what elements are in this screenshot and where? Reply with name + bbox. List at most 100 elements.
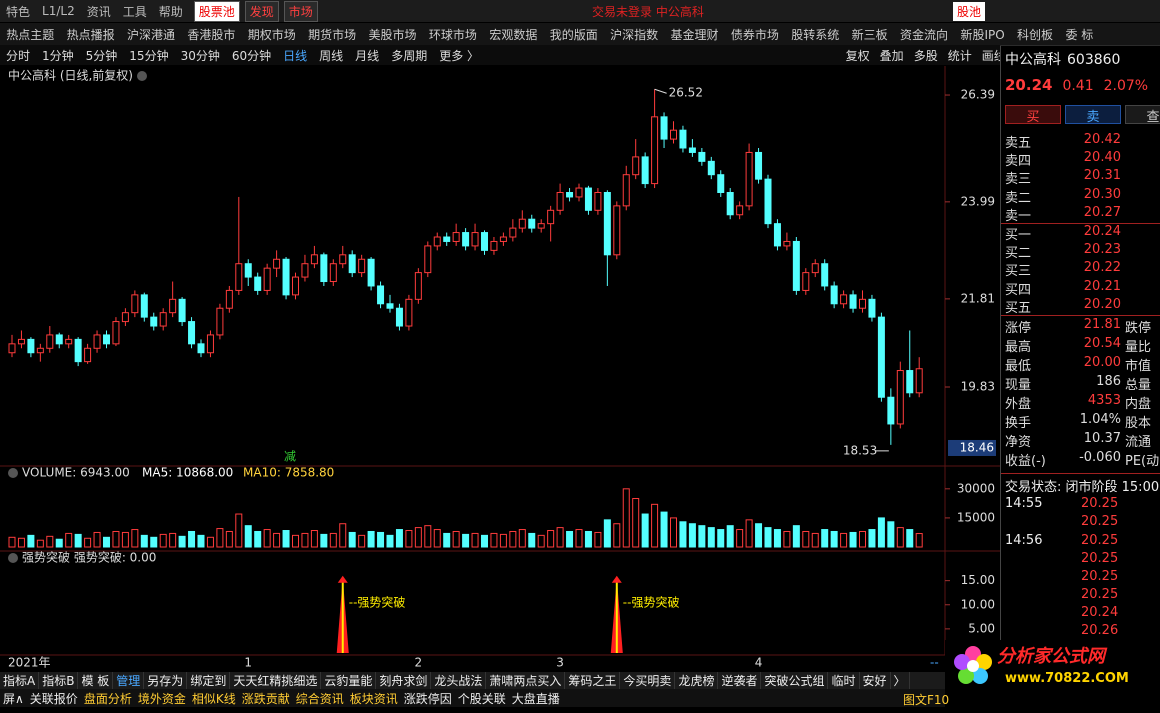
volume-bar (518, 529, 526, 548)
nav-item[interactable]: 沪深港通 (126, 27, 175, 42)
nav-item[interactable]: 香港股市 (187, 27, 236, 42)
nav-item[interactable]: 委 标 (1065, 27, 1094, 42)
period-tab[interactable]: 分时 (6, 48, 31, 63)
indicator-tab[interactable]: 指标B (39, 672, 79, 689)
nav-item[interactable]: 宏观数据 (489, 27, 538, 42)
indicator-tab[interactable]: 云豹量能 (321, 672, 377, 689)
trade-button[interactable]: 卖 (1065, 105, 1121, 125)
link-tab[interactable]: 综合资讯 (295, 691, 344, 706)
nav-item[interactable]: 新三板 (851, 27, 888, 42)
period-tab[interactable]: 月线 (355, 48, 380, 63)
nav-item[interactable]: 沪深指数 (610, 27, 659, 42)
nav-item[interactable]: 资金流向 (900, 27, 949, 42)
menu-button[interactable]: 市场 (283, 0, 318, 22)
menu-item[interactable]: 帮助 (158, 4, 183, 19)
tool-button[interactable]: 多股 (913, 48, 938, 63)
period-tab[interactable]: 1分钟 (42, 48, 74, 63)
period-tab[interactable]: 30分钟 (180, 48, 220, 63)
link-bar: 屏∧ 关联报价 盘面分析 境外资金 相似K线 涨跌贡献 综合资讯 板块资讯 涨跌停因 个股关联 大盘… (0, 689, 945, 707)
title-icon (137, 71, 147, 81)
candle-body (896, 370, 904, 425)
period-tab[interactable]: 周线 (319, 48, 344, 63)
period-tab[interactable]: 日线 (283, 48, 308, 63)
period-tab[interactable]: 5分钟 (85, 48, 118, 63)
stat-row: 最高 20.54 量比 (1005, 336, 1160, 355)
high-label: 26.52 (669, 86, 703, 100)
nav-item[interactable]: 股转系统 (791, 27, 840, 42)
nav-item[interactable]: 新股IPO (960, 27, 1005, 42)
indicator-tab[interactable]: 龙虎榜 (675, 672, 719, 689)
nav-item[interactable]: 我的版面 (549, 27, 598, 42)
link-tab[interactable]: 屏∧ (3, 691, 24, 706)
menu-item[interactable]: 特色 (6, 4, 31, 19)
link-tab[interactable]: 关联报价 (29, 691, 78, 706)
volume-bar (594, 531, 602, 548)
link-tab[interactable]: 大盘直播 (511, 691, 560, 706)
indicator-tab[interactable]: 天天红精挑细选 (230, 672, 322, 689)
nav-item[interactable]: 基金理财 (670, 27, 719, 42)
candle-body (679, 129, 687, 149)
x-tick-label: 3 (556, 656, 564, 670)
trade-button[interactable]: 买 (1005, 105, 1061, 125)
nav-item[interactable]: 热点主题 (6, 27, 55, 42)
trade-button[interactable]: 查 (1125, 105, 1160, 125)
indicator-tab[interactable]: 突破公式组 (761, 672, 829, 689)
link-tab[interactable]: 个股关联 (457, 691, 506, 706)
volume-bar (481, 534, 488, 548)
nav-item[interactable]: 环球市场 (428, 27, 477, 42)
menu-button[interactable]: 发现 (244, 0, 279, 22)
nav-item[interactable]: 期货市场 (308, 27, 357, 42)
y-tick-label: 26.39 (961, 88, 995, 102)
volume-bar (84, 537, 92, 548)
menu-button[interactable]: 股票池 (193, 0, 240, 22)
nav-item[interactable]: 期权市场 (247, 27, 296, 42)
indicator-tab[interactable]: 〉 (891, 672, 910, 689)
indicator-tab[interactable]: 另存为 (144, 672, 188, 689)
link-tab[interactable]: 涨跌停因 (403, 691, 452, 706)
period-tab[interactable]: 更多 〉 (439, 48, 480, 63)
period-tab[interactable]: 15分钟 (129, 48, 169, 63)
nav-item[interactable]: 债券市场 (730, 27, 779, 42)
indicator-tab[interactable]: 指标A (0, 672, 40, 689)
indicator-tab[interactable]: 安好 (860, 672, 891, 689)
link-tab[interactable]: 涨跌贡献 (241, 691, 290, 706)
indicator-tab[interactable]: 模 板 (78, 672, 114, 689)
nav-item[interactable]: 科创板 (1017, 27, 1054, 42)
indicator-tab[interactable]: 龙头战法 (431, 672, 487, 689)
indicator-tab[interactable]: 管理 (113, 672, 145, 689)
indicator-tab[interactable]: 筹码之王 (565, 672, 621, 689)
period-tab[interactable]: 多周期 (391, 48, 428, 63)
link-tab[interactable]: 板块资讯 (349, 691, 398, 706)
indicator-tab[interactable]: 临时 (828, 672, 860, 689)
indicator-tab[interactable]: 刻舟求剑 (376, 672, 432, 689)
tool-button[interactable]: 统计 (947, 48, 972, 63)
nav-item[interactable]: 美股市场 (368, 27, 417, 42)
link-tab[interactable]: 相似K线 (191, 691, 236, 706)
bid-row: 买一 20.24 (1005, 224, 1160, 243)
axis-button[interactable]: -- (930, 656, 939, 670)
candle-body (377, 285, 385, 305)
link-tab[interactable]: 境外资金 (137, 691, 186, 706)
tool-button[interactable]: 画线 (981, 48, 1006, 63)
link-tab[interactable]: 盘面分析 (83, 691, 132, 706)
pool-button[interactable]: 股池 (953, 2, 986, 21)
flag-label: 减 (284, 450, 296, 464)
menu-item[interactable]: 工具 (122, 4, 147, 19)
menu-item[interactable]: L1/L2 (42, 4, 75, 18)
volume-bar (566, 530, 574, 548)
nav-item[interactable]: 热点播报 (66, 27, 115, 42)
f10-button[interactable]: 图文F10 (903, 693, 950, 707)
menu-item[interactable]: 资讯 (86, 4, 111, 19)
row-value: 1.04% (1079, 412, 1121, 427)
period-tab[interactable]: 60分钟 (231, 48, 272, 63)
tool-button[interactable]: 叠加 (879, 48, 904, 63)
indicator-tab[interactable]: 逆袭者 (718, 672, 762, 689)
tool-button[interactable]: 复权 (845, 48, 870, 63)
row-label: 换手 (1005, 416, 1032, 431)
volume-bar (65, 532, 73, 548)
indicator-tab[interactable]: 萧啸两点买入 (486, 672, 566, 689)
volume-bar (197, 534, 205, 548)
cursor-price: 18.46 (960, 440, 994, 454)
indicator-tab[interactable]: 绑定到 (187, 672, 231, 689)
indicator-tab[interactable]: 今买明卖 (620, 672, 676, 689)
